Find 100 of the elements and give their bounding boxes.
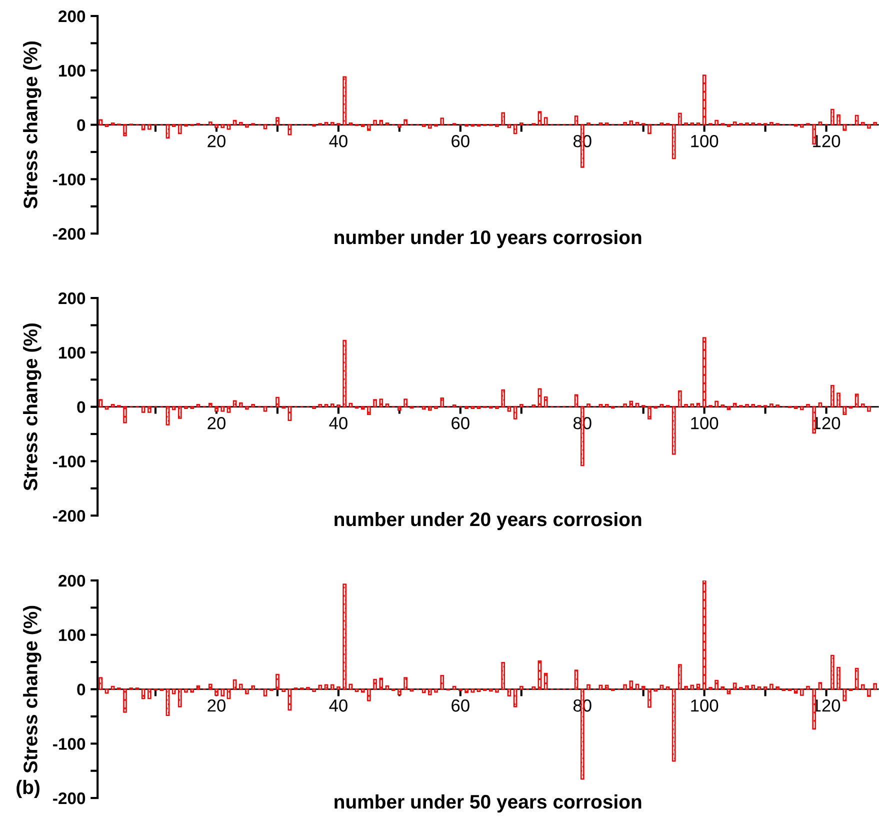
y-tick-label: 100 — [59, 346, 86, 359]
bar — [440, 397, 444, 408]
bar — [776, 686, 780, 690]
bar — [336, 686, 340, 690]
bar — [404, 677, 408, 690]
y-tick-label: -100 — [53, 738, 86, 750]
bar — [232, 679, 237, 690]
x-tick-label: 40 — [329, 416, 348, 430]
bar — [684, 686, 688, 690]
bar — [398, 406, 402, 411]
bar — [428, 688, 432, 696]
y-tick-label: 200 — [58, 292, 86, 304]
bar — [830, 384, 834, 408]
bar — [794, 688, 798, 694]
bar — [732, 121, 737, 126]
bar — [367, 406, 371, 416]
bar — [507, 406, 512, 412]
bar — [501, 112, 505, 126]
bar — [623, 403, 627, 408]
bar — [720, 686, 725, 690]
bar — [360, 688, 365, 693]
bar — [379, 120, 384, 126]
bar — [324, 122, 328, 126]
bar — [178, 406, 182, 419]
bar — [385, 685, 390, 690]
bar — [635, 402, 640, 408]
x-tick-label: 60 — [452, 134, 470, 148]
bar — [854, 668, 859, 690]
bar — [373, 120, 377, 126]
bar — [282, 688, 286, 692]
bar — [452, 686, 456, 690]
bar — [812, 688, 816, 730]
bar — [226, 688, 231, 700]
bar — [623, 684, 627, 690]
y-tick-label: 100 — [59, 64, 86, 77]
bar — [373, 399, 377, 408]
y-tick-label: 0 — [77, 684, 86, 696]
bar — [690, 403, 694, 408]
bar — [348, 402, 353, 408]
y-axis-title: Stress change (%) — [23, 606, 42, 773]
bar — [842, 688, 846, 702]
bar — [208, 402, 212, 408]
bar — [873, 122, 877, 126]
x-tick-label: 20 — [208, 134, 226, 148]
x-tick-label: 20 — [208, 699, 226, 712]
bar — [238, 402, 243, 408]
bar — [672, 124, 676, 160]
x-tick-label: 100 — [691, 134, 718, 148]
bar — [440, 675, 444, 690]
bar — [702, 580, 706, 690]
bar — [867, 124, 871, 129]
bar — [422, 688, 426, 694]
bar — [513, 124, 518, 134]
bar — [696, 402, 700, 408]
bar — [276, 674, 280, 690]
bar — [147, 406, 152, 413]
bar — [574, 115, 578, 126]
bar — [678, 664, 682, 690]
x-axis-title: number under 50 years corrosion — [334, 794, 642, 813]
bar — [104, 688, 109, 694]
bar — [751, 404, 756, 408]
bar — [501, 662, 505, 690]
bar — [98, 119, 103, 126]
bar — [574, 670, 578, 690]
bar — [732, 402, 737, 408]
bar — [276, 396, 280, 408]
bar — [678, 390, 682, 408]
bar — [98, 399, 103, 408]
bar — [385, 403, 390, 408]
text: (b) — [16, 780, 40, 798]
y-axis-title: Stress change (%) — [23, 41, 42, 209]
bar — [544, 396, 548, 408]
bar — [348, 684, 353, 690]
bar — [507, 124, 512, 128]
bar — [635, 684, 640, 690]
y-tick-label: 100 — [59, 629, 86, 642]
bar — [178, 124, 182, 134]
bar — [318, 404, 322, 408]
bar — [648, 688, 652, 708]
bar — [538, 660, 542, 690]
bar — [854, 114, 859, 126]
bar — [867, 406, 871, 412]
bar — [434, 688, 438, 693]
bar — [538, 111, 542, 126]
x-axis-title: number under 20 years corrosion — [334, 512, 642, 530]
bar — [629, 400, 634, 408]
bar — [495, 688, 499, 693]
bar — [501, 389, 505, 408]
bar — [263, 124, 268, 130]
bar — [842, 124, 846, 131]
bar — [404, 119, 408, 126]
bar — [726, 688, 731, 694]
bar — [873, 683, 877, 690]
bar — [342, 340, 346, 408]
bar — [519, 404, 524, 408]
y-axis-title: Stress change (%) — [23, 323, 42, 491]
bar — [166, 406, 170, 426]
bar — [288, 124, 292, 136]
bar — [251, 685, 255, 690]
bar — [842, 406, 846, 416]
